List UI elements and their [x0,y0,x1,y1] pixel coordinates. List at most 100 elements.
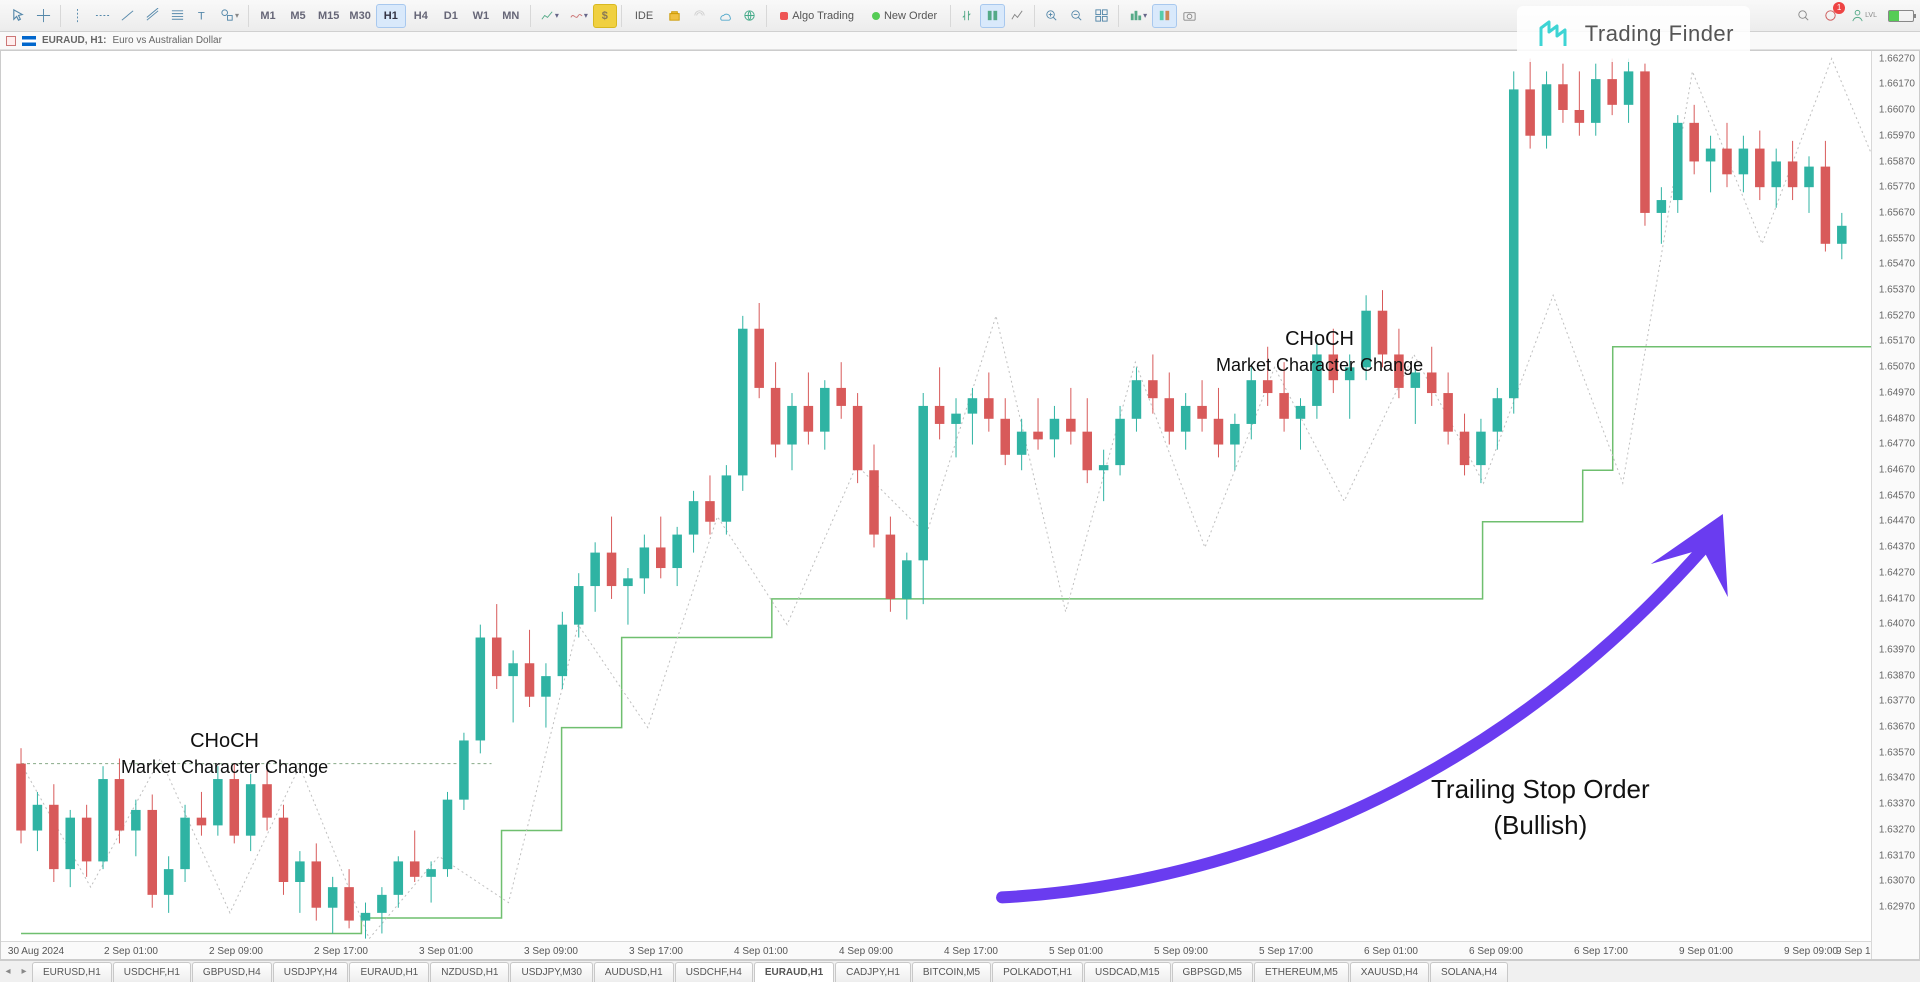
tab-next[interactable]: ▸ [16,966,32,977]
camera-icon[interactable] [1177,4,1202,28]
symbol-tab[interactable]: BITCOIN,M5 [912,962,991,982]
symbol-tab[interactable]: GBPSGD,M5 [1172,962,1253,982]
strategy-icon[interactable]: ▾ [1123,4,1152,28]
symbol-tab[interactable]: CADJPY,H1 [835,962,911,982]
trailing-stop-label: Trailing Stop Order(Bullish) [1431,771,1650,844]
notification-icon[interactable]: 1 [1818,4,1843,28]
y-tick: 1.63870 [1879,670,1915,681]
chart-desc: Euro vs Australian Dollar [112,35,222,46]
search-icon[interactable] [1791,4,1816,28]
cloud-icon[interactable] [712,4,737,28]
x-tick: 5 Sep 01:00 [1049,946,1103,957]
timeframe-mn[interactable]: MN [496,4,526,28]
signal-icon[interactable] [687,4,712,28]
symbol-tab[interactable]: EURUSD,H1 [32,962,112,982]
symbol-tab[interactable]: USDJPY,H4 [273,962,349,982]
shapes-tool[interactable]: ▾ [215,4,244,28]
timeframe-w1[interactable]: W1 [466,4,496,28]
vline-tool[interactable] [65,4,90,28]
y-tick: 1.64870 [1879,413,1915,424]
symbol-tab[interactable]: GBPUSD,H4 [192,962,272,982]
zoom-in-icon[interactable] [1039,4,1064,28]
text-tool[interactable]: T [190,4,215,28]
ide-button[interactable]: IDE [626,4,662,28]
y-tick: 1.64070 [1879,619,1915,630]
tab-prev[interactable]: ◂ [0,966,16,977]
y-tick: 1.62970 [1879,902,1915,913]
line-chart-icon[interactable]: ▾ [535,4,564,28]
x-tick: 3 Sep 17:00 [629,946,683,957]
depth-icon[interactable] [1152,4,1177,28]
shift-icon[interactable] [955,4,980,28]
y-tick: 1.65970 [1879,130,1915,141]
y-axis: 1.662701.661701.660701.659701.658701.657… [1871,51,1919,959]
timeframe-h4[interactable]: H4 [406,4,436,28]
x-tick: 5 Sep 17:00 [1259,946,1313,957]
chart-symbol: EURAUD, H1: [42,35,106,46]
y-tick: 1.64670 [1879,465,1915,476]
market-icon[interactable] [662,4,687,28]
y-tick: 1.63170 [1879,850,1915,861]
x-tick: 4 Sep 17:00 [944,946,998,957]
algo-trading-button[interactable]: Algo Trading [771,4,863,28]
y-tick: 1.64470 [1879,516,1915,527]
choch-annotation: CHoCHMarket Character Change [121,728,328,779]
symbol-tab[interactable]: POLKADOT,H1 [992,962,1083,982]
timeframe-d1[interactable]: D1 [436,4,466,28]
y-tick: 1.64370 [1879,542,1915,553]
y-tick: 1.64170 [1879,593,1915,604]
dollar-icon[interactable]: $ [593,4,617,28]
indicator-icon[interactable]: ▾ [564,4,593,28]
chart-container: 30 Aug 20242 Sep 01:002 Sep 09:002 Sep 1… [0,50,1920,960]
scroll-icon[interactable] [1005,4,1030,28]
symbol-tab[interactable]: SOLANA,H4 [1430,962,1508,982]
y-tick: 1.65370 [1879,285,1915,296]
timeframe-m30[interactable]: M30 [344,4,375,28]
y-tick: 1.65270 [1879,310,1915,321]
brand-name: Trading Finder [1585,21,1734,47]
timeframe-m5[interactable]: M5 [283,4,313,28]
y-tick: 1.65570 [1879,233,1915,244]
y-tick: 1.66070 [1879,105,1915,116]
fib-tool[interactable] [165,4,190,28]
x-tick: 2 Sep 01:00 [104,946,158,957]
brand-logo: Trading Finder [1517,6,1750,62]
symbol-tab[interactable]: EURAUD,H1 [754,962,834,982]
zoom-out-icon[interactable] [1064,4,1089,28]
chart-area[interactable]: 30 Aug 20242 Sep 01:002 Sep 09:002 Sep 1… [1,51,1871,959]
symbol-tab[interactable]: USDJPY,M30 [510,962,592,982]
symbol-tab[interactable]: USDCAD,M15 [1084,962,1170,982]
x-tick: 2 Sep 17:00 [314,946,368,957]
y-tick: 1.65070 [1879,362,1915,373]
cursor-tool[interactable] [6,4,31,28]
x-tick: 3 Sep 09:00 [524,946,578,957]
y-tick: 1.63570 [1879,747,1915,758]
symbol-tab[interactable]: EURAUD,H1 [349,962,429,982]
symbol-tab[interactable]: USDCHF,H1 [113,962,191,982]
x-tick: 5 Sep 09:00 [1154,946,1208,957]
timeframe-m1[interactable]: M1 [253,4,283,28]
symbol-tab[interactable]: XAUUSD,H4 [1350,962,1429,982]
battery-icon [1888,10,1914,22]
symbol-flag-icon [22,36,36,46]
grid-icon[interactable] [1089,4,1114,28]
symbol-tab[interactable]: USDCHF,H4 [675,962,753,982]
symbol-tab[interactable]: AUDUSD,H1 [594,962,674,982]
hline-tool[interactable] [90,4,115,28]
y-tick: 1.66270 [1879,53,1915,64]
account-icon[interactable]: LVL [1845,4,1882,28]
trendline-tool[interactable] [115,4,140,28]
neworder-label: New Order [884,10,937,22]
y-tick: 1.64570 [1879,490,1915,501]
symbol-tab[interactable]: ETHEREUM,M5 [1254,962,1349,982]
channel-tool[interactable] [140,4,165,28]
globe-icon[interactable] [737,4,762,28]
new-order-button[interactable]: New Order [863,4,946,28]
ide-label: IDE [635,10,653,22]
timeframe-h1[interactable]: H1 [376,4,406,28]
autoscroll-icon[interactable] [980,4,1005,28]
y-tick: 1.64970 [1879,387,1915,398]
timeframe-m15[interactable]: M15 [313,4,344,28]
crosshair-tool[interactable] [31,4,56,28]
symbol-tab[interactable]: NZDUSD,H1 [430,962,509,982]
